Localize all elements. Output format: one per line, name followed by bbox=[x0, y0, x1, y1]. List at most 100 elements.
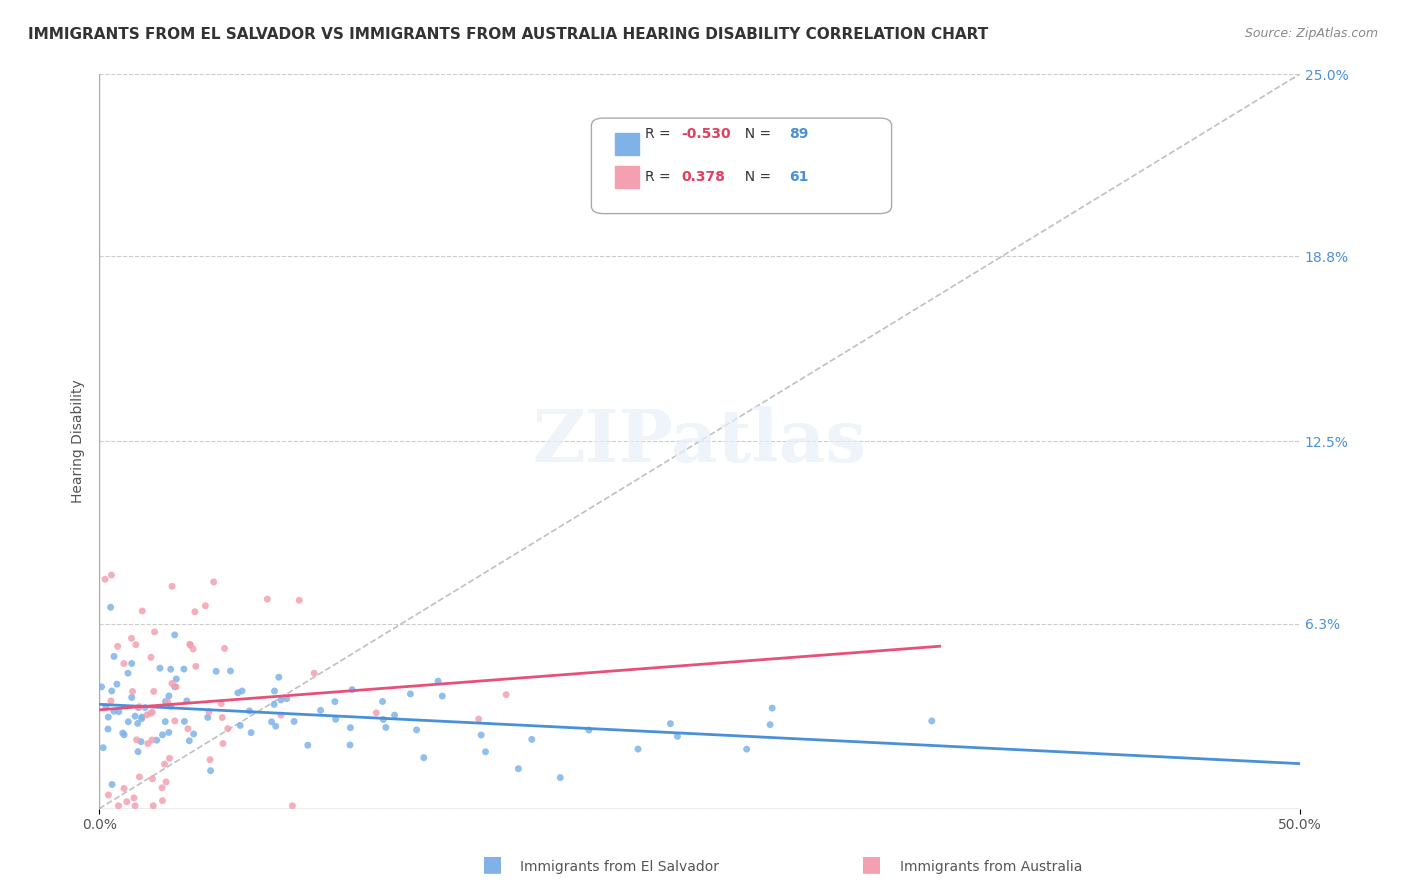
Point bbox=[112, 657, 135, 671]
Point bbox=[205, 665, 228, 679]
Point bbox=[117, 666, 139, 681]
Point bbox=[412, 750, 434, 764]
Point bbox=[229, 718, 252, 732]
Point bbox=[578, 723, 600, 737]
Point bbox=[124, 709, 146, 723]
Point bbox=[121, 657, 143, 671]
Point bbox=[374, 721, 396, 735]
Point bbox=[97, 710, 120, 724]
Point bbox=[142, 798, 165, 813]
Point bbox=[399, 687, 422, 701]
Point bbox=[474, 745, 496, 759]
Point bbox=[131, 712, 153, 726]
Point bbox=[117, 714, 139, 729]
Point bbox=[136, 737, 159, 751]
Point bbox=[141, 733, 163, 747]
Point bbox=[325, 712, 347, 726]
Point bbox=[165, 680, 187, 694]
Point bbox=[366, 706, 388, 720]
Point bbox=[121, 632, 143, 646]
Point bbox=[270, 693, 292, 707]
Point bbox=[127, 716, 149, 731]
Point bbox=[105, 677, 128, 691]
Point bbox=[260, 714, 283, 729]
Point bbox=[159, 751, 181, 765]
Point bbox=[302, 666, 325, 681]
Point bbox=[666, 730, 689, 744]
Point bbox=[179, 638, 201, 652]
Point bbox=[520, 732, 543, 747]
Point bbox=[238, 704, 260, 718]
Point bbox=[94, 572, 117, 586]
Point bbox=[165, 672, 187, 686]
Point bbox=[297, 738, 319, 752]
Point bbox=[548, 771, 571, 785]
Point bbox=[157, 689, 180, 703]
Point bbox=[184, 605, 207, 619]
Point bbox=[198, 705, 221, 719]
Point bbox=[107, 640, 129, 654]
Point bbox=[339, 721, 361, 735]
Point bbox=[323, 695, 346, 709]
Point bbox=[94, 699, 117, 714]
Point bbox=[145, 733, 167, 747]
Point bbox=[152, 728, 174, 742]
Text: ■: ■ bbox=[862, 855, 882, 874]
Text: 61: 61 bbox=[790, 169, 808, 184]
Point bbox=[183, 727, 205, 741]
Point bbox=[131, 710, 153, 724]
Point bbox=[131, 604, 153, 618]
Point bbox=[181, 642, 204, 657]
Point bbox=[761, 701, 783, 715]
Point bbox=[283, 714, 305, 729]
Point bbox=[263, 684, 285, 698]
Point bbox=[128, 770, 150, 784]
Point bbox=[179, 733, 201, 747]
Point bbox=[197, 710, 219, 724]
Point bbox=[90, 680, 112, 694]
Point bbox=[173, 662, 195, 676]
Point bbox=[263, 698, 285, 712]
Point bbox=[276, 691, 298, 706]
Point bbox=[100, 600, 122, 615]
Bar bbox=[616, 166, 640, 188]
Point bbox=[281, 798, 304, 813]
Point bbox=[124, 798, 146, 813]
Point bbox=[371, 694, 394, 708]
Point bbox=[179, 637, 201, 651]
Point bbox=[100, 694, 122, 708]
Point bbox=[495, 688, 517, 702]
Point bbox=[100, 684, 122, 698]
Point bbox=[152, 794, 174, 808]
Point bbox=[160, 699, 183, 714]
Point bbox=[921, 714, 943, 728]
Point bbox=[212, 737, 235, 751]
Point bbox=[267, 670, 290, 684]
Point bbox=[163, 680, 186, 694]
Point bbox=[159, 662, 181, 676]
Point bbox=[176, 694, 198, 708]
Point bbox=[160, 579, 183, 593]
Point bbox=[214, 641, 236, 656]
Point bbox=[177, 722, 200, 736]
Text: IMMIGRANTS FROM EL SALVADOR VS IMMIGRANTS FROM AUSTRALIA HEARING DISABILITY CORR: IMMIGRANTS FROM EL SALVADOR VS IMMIGRANT… bbox=[28, 27, 988, 42]
Point bbox=[91, 740, 114, 755]
Point bbox=[127, 745, 149, 759]
Point bbox=[122, 791, 145, 805]
Point bbox=[384, 708, 406, 723]
FancyBboxPatch shape bbox=[592, 118, 891, 213]
Point bbox=[467, 712, 489, 726]
Point bbox=[270, 708, 292, 723]
Point bbox=[112, 781, 135, 796]
Text: N =: N = bbox=[735, 128, 775, 141]
Point bbox=[101, 777, 124, 791]
Point bbox=[219, 664, 242, 678]
Point bbox=[309, 703, 332, 717]
Point bbox=[141, 705, 163, 719]
Point bbox=[111, 726, 134, 740]
Point bbox=[226, 686, 249, 700]
Point bbox=[129, 734, 152, 748]
Point bbox=[200, 764, 222, 778]
Point bbox=[231, 684, 253, 698]
Point bbox=[150, 780, 173, 795]
